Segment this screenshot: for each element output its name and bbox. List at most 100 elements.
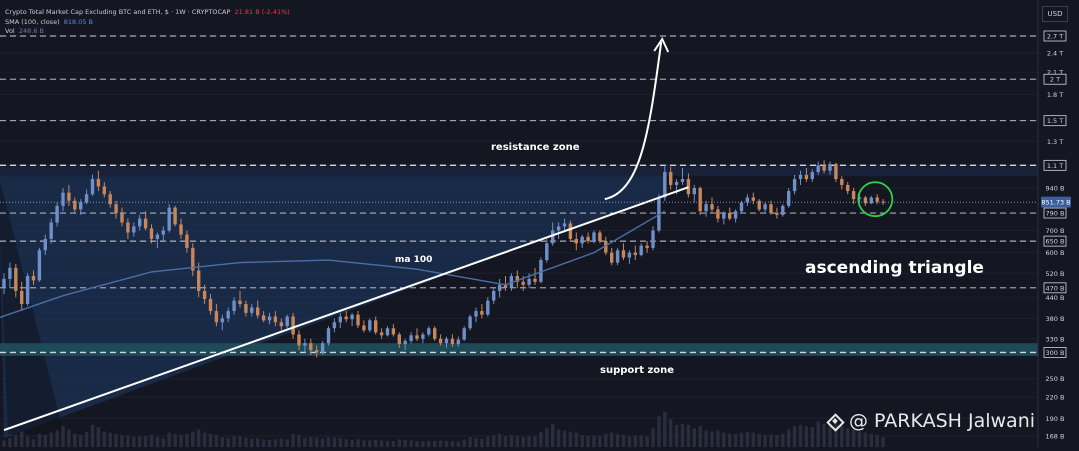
volume-bar: [120, 434, 124, 447]
ma-100-label: ma 100: [395, 255, 432, 265]
volume-bar: [610, 432, 614, 447]
volume-bar: [55, 430, 59, 447]
volume-bar: [220, 437, 224, 447]
volume-bar: [598, 436, 602, 447]
candle-body: [161, 230, 165, 235]
volume-bar: [362, 440, 366, 447]
volume-bar: [551, 423, 555, 447]
volume-bar: [545, 428, 549, 447]
axis-tick-label: 470 B: [1046, 284, 1065, 292]
current-price-label: 851.73 B: [1041, 199, 1070, 207]
candle-body: [798, 174, 803, 180]
volume-bar: [43, 434, 47, 447]
candle-body: [332, 322, 337, 329]
candle-body: [598, 232, 602, 242]
candle-body: [680, 179, 685, 182]
candle-body: [804, 174, 809, 180]
candle-body: [692, 187, 696, 195]
volume-bar: [456, 441, 460, 447]
candle-body: [309, 343, 313, 351]
volume-bar: [480, 438, 484, 447]
volume-bar: [539, 431, 543, 447]
candle-body: [633, 252, 637, 256]
candle-body: [881, 201, 885, 203]
candle-body: [214, 311, 219, 323]
candle-body: [875, 197, 879, 202]
volume-bar: [562, 430, 567, 447]
volume-bar: [49, 432, 53, 447]
volume-bar: [385, 440, 390, 447]
volume-bar: [8, 438, 12, 447]
candle-body: [840, 179, 844, 185]
volume-bar: [657, 416, 661, 447]
axis-tick-box: [1043, 115, 1067, 127]
support-zone-label: support zone: [600, 365, 674, 376]
candle-body: [126, 222, 130, 233]
candle-body: [379, 332, 384, 336]
candle-body: [568, 223, 573, 239]
volume-bar: [745, 431, 750, 447]
candle-body: [462, 328, 466, 340]
volume-bar: [680, 423, 685, 447]
volume-bar: [851, 429, 856, 447]
volume-bar: [397, 439, 401, 447]
volume-bar: [208, 433, 213, 447]
candle-body: [31, 276, 36, 281]
volume-bar: [722, 432, 726, 447]
candle-body: [273, 316, 278, 323]
volume-bar: [769, 434, 773, 447]
candle-body: [344, 316, 348, 320]
volume-bar: [486, 436, 490, 447]
candle-body: [427, 328, 431, 335]
volume-bar: [474, 438, 478, 447]
axis-tick-label: 250 B: [1046, 375, 1065, 383]
candle-body: [857, 197, 862, 200]
volume-bar: [226, 438, 230, 447]
candle-body: [297, 334, 301, 346]
volume-bar: [379, 440, 384, 447]
volume-bar: [728, 433, 732, 447]
candle-body: [102, 186, 106, 195]
candle-body: [533, 278, 537, 282]
volume-bar: [67, 429, 71, 447]
candle-body: [326, 328, 331, 344]
candle-body: [238, 300, 242, 305]
volume-bar: [586, 436, 590, 447]
axis-tick-box: [1043, 30, 1067, 42]
axis-tick-label: 190 B: [1046, 415, 1065, 423]
volume-bar: [521, 437, 525, 447]
candle-body: [43, 238, 47, 251]
candle-body: [409, 335, 413, 341]
price-axis[interactable]: 2.7 T 2.4 T 2.1 T2 T 1.8 T 1.5 T 1.3 T 1.1 T 94…: [1037, 0, 1079, 447]
volume-bar: [73, 433, 77, 447]
current-price-tag: [1041, 196, 1071, 208]
candle-body: [846, 184, 850, 192]
volume-bar: [533, 436, 537, 447]
candle-body: [745, 197, 750, 203]
candle-body: [14, 267, 18, 291]
volume-bar: [739, 432, 744, 447]
candle-body: [90, 179, 95, 195]
volume-bar: [863, 432, 868, 447]
candle-body: [580, 236, 584, 244]
volume-bar: [615, 434, 620, 447]
volume-bar: [138, 436, 142, 447]
candle-body: [527, 278, 531, 285]
volume-bar: [409, 440, 413, 447]
sma-100-line: [0, 210, 666, 319]
symbol-title[interactable]: Crypto Total Market Cap Excluding BTC an…: [5, 8, 231, 16]
sma-row[interactable]: SMA (100, close) 818.05 B: [5, 18, 290, 28]
axis-tick-label: 2 T: [1050, 76, 1060, 84]
volume-bar: [37, 433, 42, 447]
volume-bar: [126, 435, 130, 447]
axis-tick-label: 700 B: [1046, 227, 1065, 235]
currency-button[interactable]: USD: [1042, 6, 1068, 22]
volume-bar: [197, 429, 201, 447]
volume-bar: [857, 431, 862, 447]
volume-bar: [320, 438, 325, 447]
axis-tick-label: 2.1 T: [1047, 69, 1063, 77]
candle-body: [267, 316, 272, 321]
volume-row[interactable]: Vol 248.6 B: [5, 27, 290, 37]
